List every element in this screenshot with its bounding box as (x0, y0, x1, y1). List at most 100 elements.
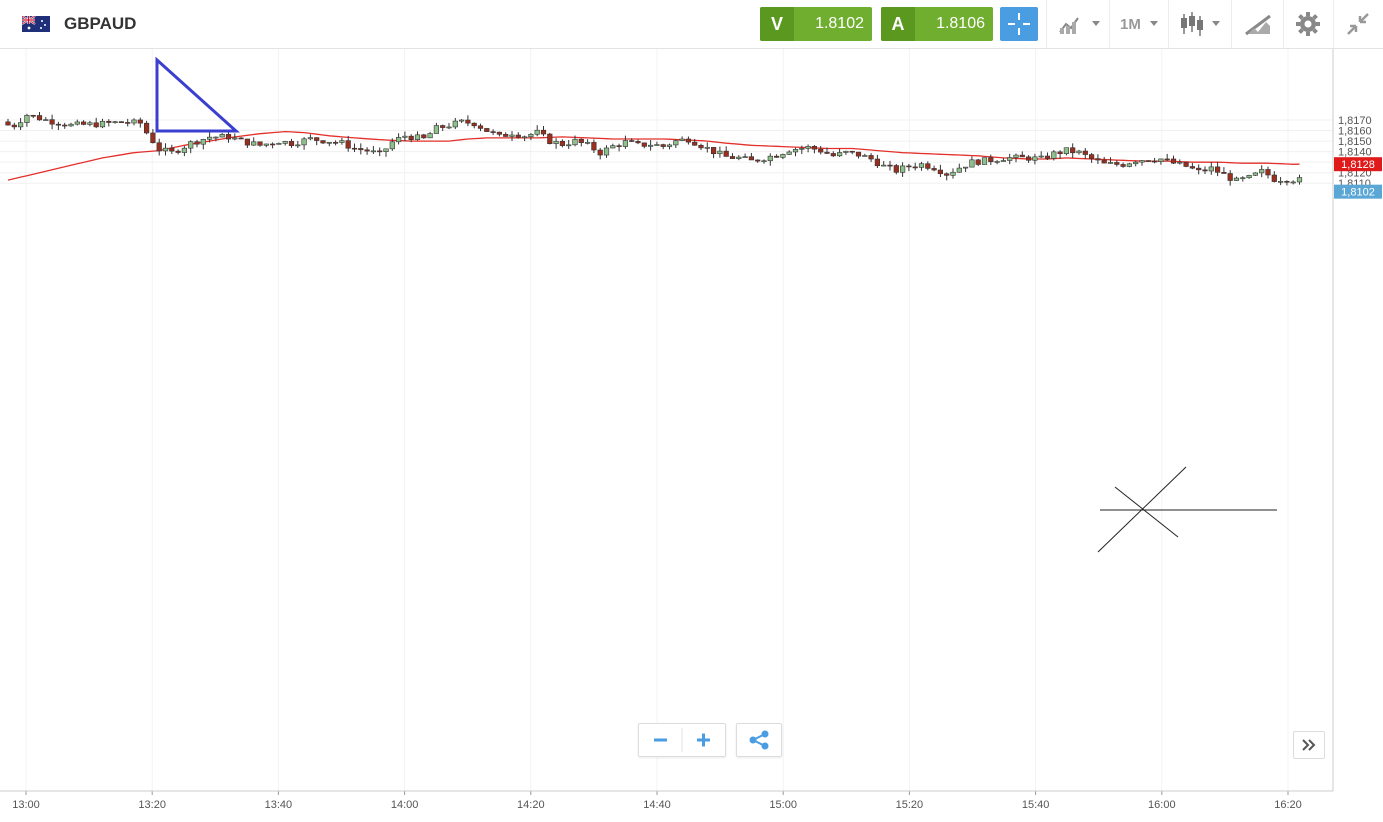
candle (515, 132, 521, 139)
candle (150, 129, 156, 144)
candle (786, 150, 792, 155)
candle (742, 153, 748, 158)
candle (440, 124, 446, 132)
drawing-tools-button[interactable] (1240, 8, 1276, 40)
candle (899, 162, 906, 177)
zoom-in-button[interactable] (682, 724, 725, 756)
candle (1233, 176, 1240, 181)
settings-button[interactable] (1290, 8, 1326, 40)
drawing-tools-icon (1245, 14, 1271, 36)
candle (610, 143, 616, 149)
candle (540, 125, 547, 137)
candle (282, 140, 288, 146)
y-tick-label: 1,8140 (1338, 147, 1372, 159)
candle (496, 131, 503, 137)
chart-type-button[interactable] (1174, 8, 1226, 40)
candle (1051, 150, 1057, 161)
candle (490, 129, 496, 136)
candle (1290, 180, 1296, 185)
candle (99, 118, 106, 129)
candle (301, 137, 307, 150)
candle (1139, 159, 1145, 166)
candle (603, 145, 610, 158)
candle (931, 165, 937, 172)
candle (181, 146, 188, 157)
buy-price: 1.8106 (936, 15, 985, 32)
candle (421, 133, 427, 139)
moving-average-layer (7, 130, 1300, 181)
candle (5, 118, 11, 126)
y-tick-label: 1,8160 (1338, 126, 1372, 138)
share-button[interactable] (736, 723, 782, 757)
candle (553, 138, 559, 149)
candle (1202, 166, 1208, 175)
candle (578, 138, 584, 147)
indicators-button[interactable] (1054, 8, 1104, 40)
candle (162, 143, 169, 156)
candle (106, 119, 112, 127)
candle (591, 139, 597, 154)
candle (950, 168, 956, 179)
candle (370, 146, 377, 154)
candle (326, 142, 332, 147)
zoom-out-button[interactable] (639, 724, 682, 756)
price-chart[interactable]: 1,81101,81201,81301,81401,81501,81601,81… (0, 49, 1383, 822)
x-tick-label: 15:00 (769, 799, 797, 811)
candle (200, 138, 206, 150)
candle (755, 159, 761, 163)
candle (830, 151, 836, 158)
candle (358, 143, 364, 155)
candle (717, 146, 723, 158)
x-tick-label: 13:40 (265, 799, 293, 811)
candle (1000, 157, 1006, 162)
candle (213, 136, 219, 142)
collapse-button[interactable] (1340, 8, 1376, 40)
share-icon (749, 730, 769, 750)
candle (874, 154, 880, 169)
scroll-to-latest-button[interactable] (1293, 731, 1325, 759)
candle (377, 147, 383, 157)
chevron-down-icon (1150, 21, 1158, 26)
candle (635, 139, 641, 145)
timeframe-dropdown[interactable]: 1M (1114, 8, 1164, 40)
crosshair-button[interactable] (1000, 7, 1038, 41)
buy-price-button[interactable]: A 1.8106 (881, 7, 993, 41)
candle (351, 143, 358, 153)
candle (509, 131, 515, 141)
candle (263, 143, 269, 148)
candle (1296, 174, 1303, 185)
sell-price-button[interactable]: V 1.8102 (760, 7, 872, 41)
candle (1278, 177, 1284, 186)
candle (893, 163, 899, 175)
x-tick-label: 14:40 (643, 799, 671, 811)
candle (503, 132, 509, 137)
candle (572, 135, 578, 147)
candle (131, 118, 137, 126)
candle (704, 142, 710, 153)
candle (1177, 159, 1183, 165)
candle (427, 131, 433, 139)
sell-label: V (760, 7, 794, 41)
current-price-tag: 1,8102 (1334, 184, 1382, 199)
candle (881, 161, 887, 167)
plus-icon (697, 733, 710, 747)
candle (666, 143, 673, 150)
candle (629, 138, 635, 142)
candle (62, 122, 68, 129)
candle (1215, 162, 1221, 177)
candle (862, 153, 868, 157)
candle (276, 142, 282, 145)
candle (87, 120, 93, 127)
drawings-layer (155, 56, 1277, 553)
drawing-triangle[interactable] (155, 56, 240, 133)
candle (534, 125, 540, 137)
candle (566, 139, 572, 149)
candle (805, 144, 811, 153)
candle (118, 121, 124, 123)
candle (93, 117, 99, 129)
y-tick-label: 1,8170 (1338, 115, 1372, 127)
drawing-crosshair-marker[interactable] (1097, 466, 1277, 553)
candle (1164, 153, 1170, 162)
axis-layer: 1,81101,81201,81301,81401,81501,81601,81… (0, 49, 1382, 811)
candle (925, 161, 931, 171)
